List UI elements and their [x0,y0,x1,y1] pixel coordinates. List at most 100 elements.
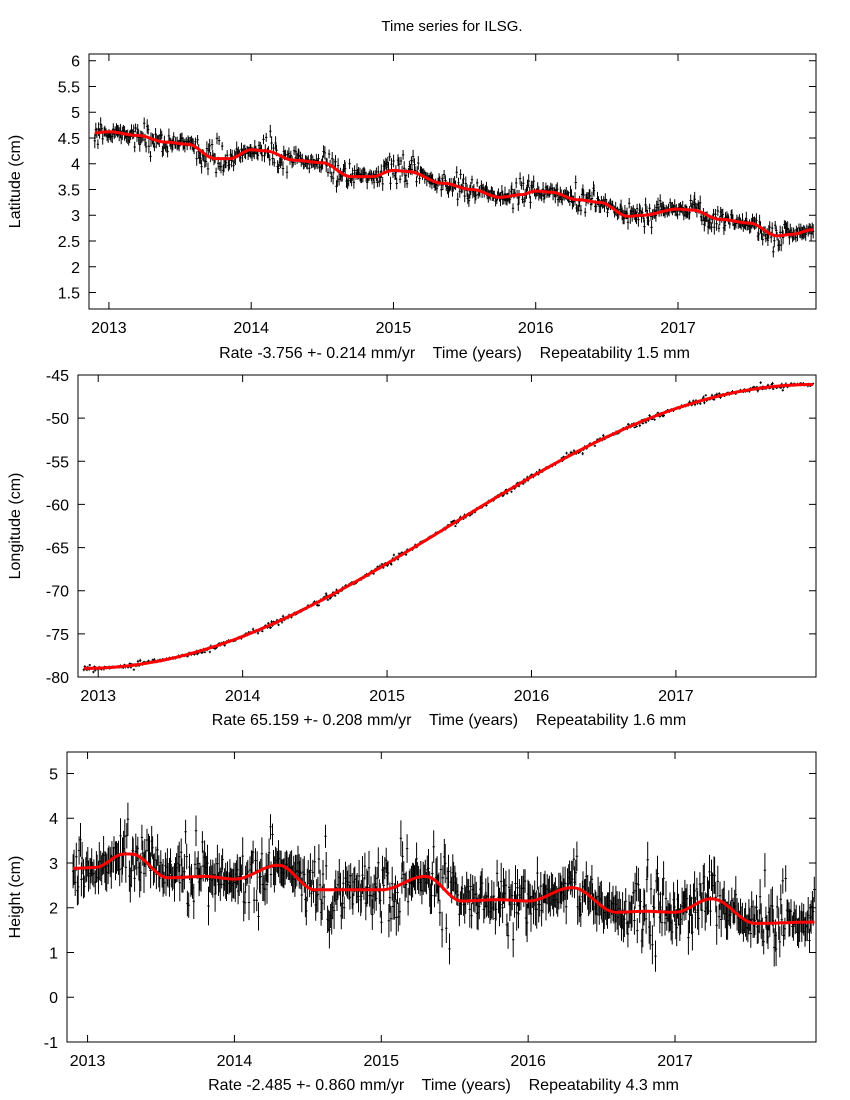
data-point [139,658,142,662]
data-point [401,841,404,872]
data-point [172,132,175,142]
data-point [626,920,630,948]
data-point [206,162,210,176]
data-point [324,824,327,848]
data-point [277,623,280,627]
data-point [808,928,811,953]
plot-area [71,802,816,972]
data-point [771,222,774,234]
data-point [107,132,110,143]
data-point [197,851,200,877]
data-point [494,898,498,921]
data-point [139,853,142,892]
plot-frame [66,751,817,1043]
data-point [96,139,100,149]
data-point [635,425,638,428]
data-point [574,859,577,886]
y-tick-label: -55 [46,454,69,471]
fit-line [94,130,814,238]
data-point [267,838,271,867]
data-point [476,178,479,187]
data-point [260,837,264,871]
data-point [707,880,710,915]
data-point [581,184,585,195]
data-point [220,855,223,889]
data-point [405,179,409,188]
data-point [199,865,203,892]
data-point [169,848,172,875]
data-point [651,925,654,965]
y-tick-label: 3.5 [58,182,80,199]
data-point [323,883,326,911]
x-tick-label: 2014 [225,688,261,705]
data-point [392,553,396,557]
data-point [582,190,585,200]
data-point [602,433,605,438]
data-point [518,172,522,185]
x-tick-label: 2015 [369,688,405,705]
data-point [410,156,413,165]
data-point [753,905,757,936]
data-point [456,884,460,906]
data-point [703,401,706,405]
y-tick-label: 2 [71,260,80,277]
data-point [448,933,451,965]
x-tick-label: 2017 [660,320,696,337]
data-point [445,913,448,943]
data-point [699,402,702,405]
data-point [639,888,642,914]
data-point [592,184,596,197]
data-point [501,892,504,923]
data-point [221,142,224,151]
data-point [93,133,96,149]
data-point [628,198,631,209]
data-point [633,872,637,909]
data-point [147,124,150,135]
y-tick-label: -45 [46,368,69,385]
data-point [228,159,231,170]
data-point [657,877,660,912]
data-point [221,848,224,871]
data-point [572,848,575,871]
data-point [455,166,458,179]
x-tick-label: 2015 [363,1053,399,1070]
data-point [370,172,374,185]
data-point [118,853,121,887]
data-point [156,834,159,866]
data-point [98,842,101,881]
data-point [694,896,697,929]
data-point [326,598,330,601]
y-tick-label: 1.5 [58,286,80,303]
data-point [619,199,623,213]
data-point [699,195,702,211]
data-point [166,145,169,158]
data-point [447,854,450,889]
data-point [166,862,170,888]
data-point [411,149,415,163]
data-point [383,857,386,880]
data-point [133,865,136,892]
data-point [241,837,244,875]
data-point [527,174,530,188]
data-point [292,146,296,156]
data-point [708,854,711,889]
data-point [333,594,337,597]
data-point [474,190,478,201]
data-point [126,802,130,836]
plot-area [93,117,815,258]
data-point [654,940,657,972]
data-point [499,192,502,207]
data-point [632,881,635,905]
data-point [389,176,392,190]
data-point [321,860,325,889]
data-point [659,194,662,208]
data-point [717,904,721,929]
data-point [363,852,367,880]
data-point [775,226,778,235]
data-point [759,381,762,385]
y-tick-label: -80 [46,670,69,687]
data-point [83,875,86,898]
data-point [681,200,684,215]
data-point [532,175,535,188]
data-point [178,864,181,902]
